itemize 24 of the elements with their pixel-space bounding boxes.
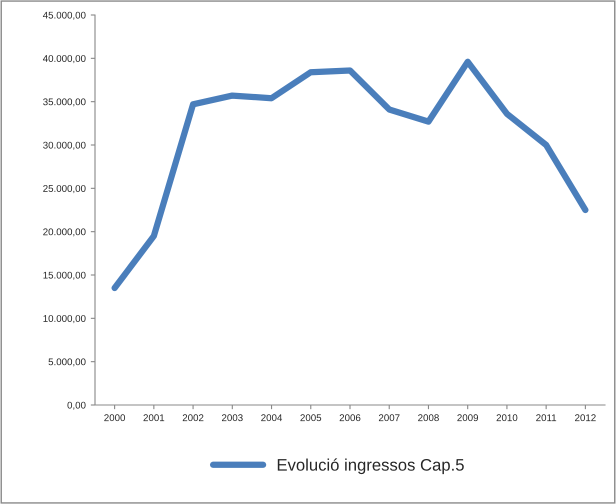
x-tick-label: 2012 — [575, 414, 596, 422]
y-tick-label: 30.000,00 — [43, 142, 86, 150]
x-tick-label: 2007 — [378, 414, 400, 422]
x-tick-label: 2001 — [144, 414, 164, 422]
y-tick-label: 20.000,00 — [43, 228, 86, 236]
y-tick-label: 35.000,00 — [43, 98, 86, 106]
x-tick-label: 2006 — [340, 414, 360, 422]
x-tick-label: 2008 — [418, 414, 439, 422]
x-tick-label: 2003 — [222, 414, 243, 422]
legend-label: Evolució ingressos Cap.5 — [278, 458, 464, 474]
y-tick-label: 25.000,00 — [43, 185, 86, 194]
x-tick-label: 2000 — [104, 414, 126, 422]
x-tick-label: 2011 — [536, 414, 556, 422]
y-tick-label: 5.000,00 — [48, 358, 86, 366]
y-tick-label: 45.000,00 — [42, 12, 86, 20]
x-tick-label: 2010 — [496, 414, 518, 422]
y-tick-label: 0,00 — [67, 402, 86, 410]
x-tick-label: 2002 — [182, 414, 204, 422]
x-tick-label: 2004 — [261, 414, 282, 422]
x-tick-label: 2009 — [457, 414, 478, 422]
y-tick-label: 10.000,00 — [43, 315, 86, 324]
x-tick-label: 2005 — [300, 414, 322, 422]
y-tick-label: 40.000,00 — [42, 55, 86, 64]
y-tick-label: 15.000,00 — [43, 272, 86, 280]
